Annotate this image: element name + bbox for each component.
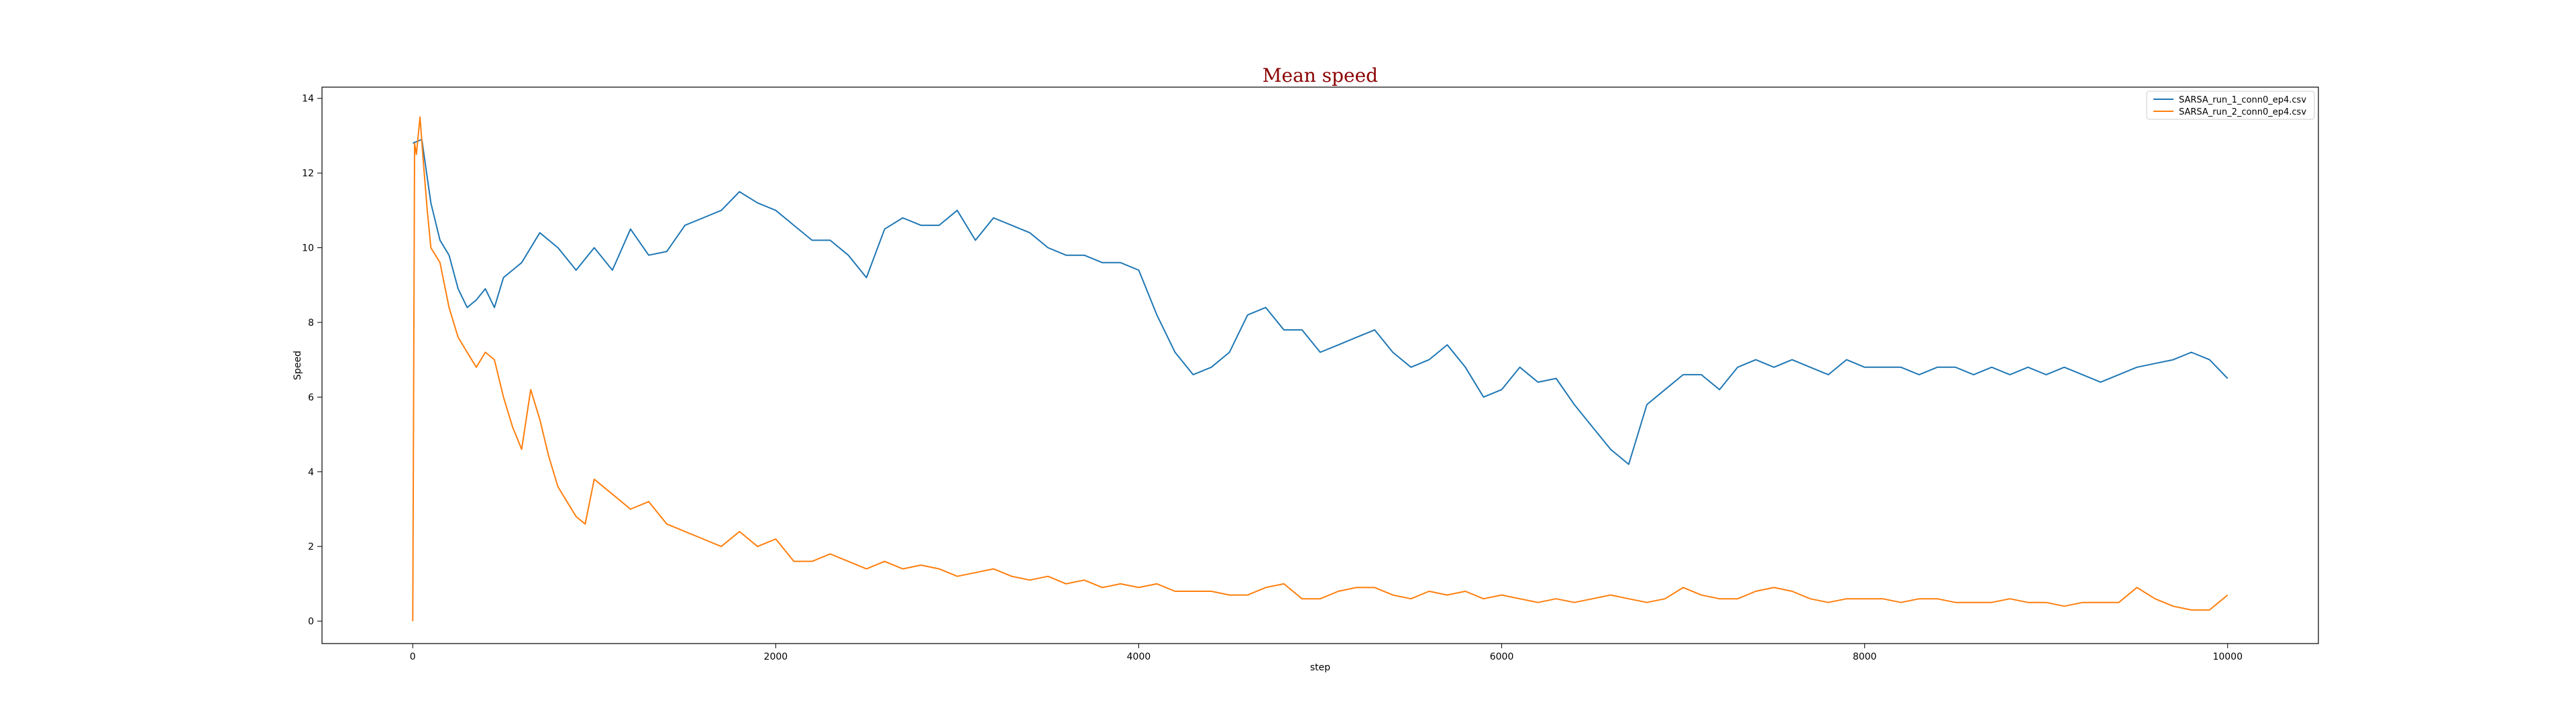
series-layer — [412, 116, 2229, 621]
chart-title: Mean speed — [1263, 64, 1378, 86]
y-tick-label: 14 — [302, 94, 314, 105]
plot-area-frame — [321, 86, 2319, 644]
y-tick-label: 2 — [308, 542, 314, 552]
y-axis-label: Speed — [292, 351, 303, 380]
x-axis-ticks: 0 2000 4000 6000 8000 10000 — [410, 644, 2243, 662]
series-line-2 — [412, 116, 2229, 621]
x-tick-label: 4000 — [1127, 652, 1151, 662]
y-axis-ticks: 0 2 4 6 8 10 12 14 — [302, 94, 322, 627]
legend-label-series-1: SARSA_run_1_conn0_ep4.csv — [2179, 95, 2306, 105]
x-axis-label: step — [1310, 662, 1330, 673]
y-tick-label: 12 — [302, 168, 314, 179]
x-tick-label: 0 — [410, 652, 416, 662]
y-tick-label: 10 — [302, 243, 314, 254]
legend-frame — [2146, 90, 2315, 120]
y-tick-label: 8 — [308, 318, 314, 328]
plot-area-background — [322, 87, 2318, 644]
x-tick-label: 2000 — [764, 652, 788, 662]
x-tick-label: 10000 — [2212, 652, 2243, 662]
y-tick-label: 4 — [308, 467, 314, 478]
legend: SARSA_run_1_conn0_ep4.csv SARSA_run_2_co… — [2146, 90, 2315, 120]
legend-label-series-2: SARSA_run_2_conn0_ep4.csv — [2179, 107, 2306, 117]
y-tick-label: 0 — [308, 617, 314, 627]
series-line-1 — [412, 139, 2229, 465]
x-tick-label: 8000 — [1853, 652, 1877, 662]
x-tick-label: 6000 — [1490, 652, 1514, 662]
y-tick-label: 6 — [308, 392, 314, 403]
